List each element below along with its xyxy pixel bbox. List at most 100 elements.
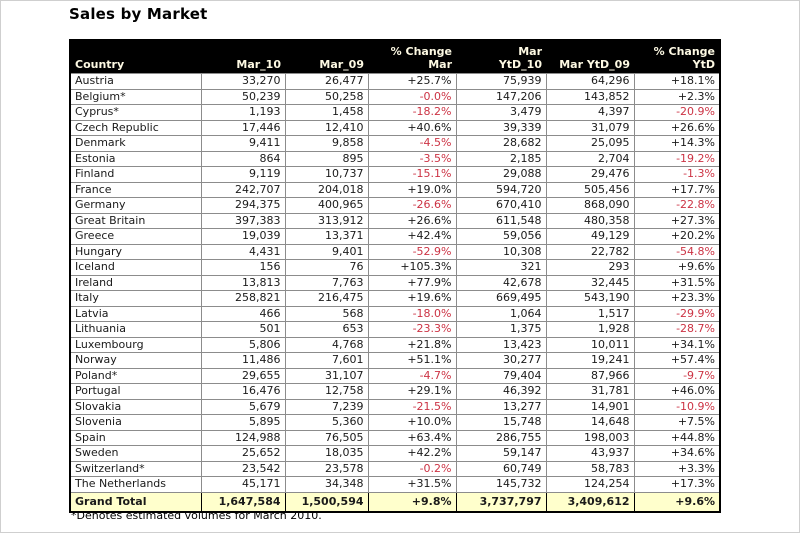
value-cell: 10,308 xyxy=(455,243,547,260)
country-cell: Finland xyxy=(69,166,202,183)
value-cell: +26.6% xyxy=(367,212,457,229)
value-cell: 1,928 xyxy=(545,321,635,338)
value-cell: 15,748 xyxy=(455,414,547,431)
value-cell: -18.0% xyxy=(367,305,457,322)
column-header-pct-change-mar: % Change Mar xyxy=(368,40,456,74)
country-cell: Italy xyxy=(69,290,202,307)
value-cell: +51.1% xyxy=(367,352,457,369)
value-cell: 59,056 xyxy=(455,228,547,245)
value-cell: +9.6% xyxy=(633,491,721,512)
table-row: Hungary 4,431 9,401 -52.9% 10,308 22,782 -54.8… xyxy=(69,243,721,260)
value-cell: 58,783 xyxy=(545,460,635,477)
table-row: Poland* 29,655 31,107 -4.7% 79,404 87,966 -9.7… xyxy=(69,367,721,384)
value-cell: 5,895 xyxy=(200,414,286,431)
country-cell: Grand Total xyxy=(69,491,202,512)
value-cell: 1,647,584 xyxy=(200,491,286,512)
value-cell: -29.9% xyxy=(633,305,721,322)
value-cell: 198,003 xyxy=(545,429,635,446)
value-cell: 2,185 xyxy=(455,150,547,167)
value-cell: 7,763 xyxy=(284,274,369,291)
value-cell: 864 xyxy=(200,150,286,167)
value-cell: -4.7% xyxy=(367,367,457,384)
value-cell: 7,239 xyxy=(284,398,369,415)
value-cell: +18.1% xyxy=(633,73,721,90)
country-cell: Germany xyxy=(69,197,202,214)
value-cell: 670,410 xyxy=(455,197,547,214)
value-cell: +25.7% xyxy=(367,73,457,90)
value-cell: 611,548 xyxy=(455,212,547,229)
value-cell: -20.9% xyxy=(633,104,721,121)
country-cell: Slovakia xyxy=(69,398,202,415)
country-cell: Austria xyxy=(69,73,202,90)
table-row: Italy 258,821 216,475 +19.6% 669,495 543,190 +… xyxy=(69,290,721,307)
value-cell: 543,190 xyxy=(545,290,635,307)
table-row: The Netherlands 45,171 34,348 +31.5% 145,732… xyxy=(69,476,721,493)
value-cell: +34.1% xyxy=(633,336,721,353)
table-row: Germany 294,375 400,965 -26.6% 670,410 868,09… xyxy=(69,197,721,214)
value-cell: 1,500,594 xyxy=(284,491,369,512)
value-cell: 39,339 xyxy=(455,119,547,136)
value-cell: 50,258 xyxy=(284,88,369,105)
value-cell: 11,486 xyxy=(200,352,286,369)
country-cell: Hungary xyxy=(69,243,202,260)
value-cell: 653 xyxy=(284,321,369,338)
table-row: Cyprus* 1,193 1,458 -18.2% 3,479 4,397 -20.9% xyxy=(69,104,721,121)
value-cell: 156 xyxy=(200,259,286,276)
value-cell: 9,858 xyxy=(284,135,369,152)
country-cell: Denmark xyxy=(69,135,202,152)
value-cell: 3,737,797 xyxy=(455,491,547,512)
value-cell: 286,755 xyxy=(455,429,547,446)
value-cell: 124,254 xyxy=(545,476,635,493)
value-cell: 501 xyxy=(200,321,286,338)
value-cell: 19,039 xyxy=(200,228,286,245)
column-header-mar-10: Mar_10 xyxy=(201,40,285,74)
value-cell: 60,749 xyxy=(455,460,547,477)
table-row: Latvia 466 568 -18.0% 1,064 1,517 -29.9% xyxy=(69,305,721,322)
value-cell: 31,781 xyxy=(545,383,635,400)
value-cell: +31.5% xyxy=(633,274,721,291)
country-cell: Great Britain xyxy=(69,212,202,229)
country-cell: France xyxy=(69,181,202,198)
table-row: Lithuania 501 653 -23.3% 1,375 1,928 -28.7% xyxy=(69,321,721,338)
value-cell: 1,517 xyxy=(545,305,635,322)
value-cell: 17,446 xyxy=(200,119,286,136)
value-cell: 2,704 xyxy=(545,150,635,167)
country-cell: Sweden xyxy=(69,445,202,462)
value-cell: -26.6% xyxy=(367,197,457,214)
value-cell: 23,542 xyxy=(200,460,286,477)
value-cell: 33,270 xyxy=(200,73,286,90)
value-cell: 505,456 xyxy=(545,181,635,198)
value-cell: 124,988 xyxy=(200,429,286,446)
table-row: Spain 124,988 76,505 +63.4% 286,755 198,003 +4… xyxy=(69,429,721,446)
value-cell: 669,495 xyxy=(455,290,547,307)
value-cell: -54.8% xyxy=(633,243,721,260)
value-cell: 76,505 xyxy=(284,429,369,446)
value-cell: 204,018 xyxy=(284,181,369,198)
value-cell: 10,011 xyxy=(545,336,635,353)
value-cell: 14,648 xyxy=(545,414,635,431)
value-cell: -21.5% xyxy=(367,398,457,415)
value-cell: +10.0% xyxy=(367,414,457,431)
value-cell: 42,678 xyxy=(455,274,547,291)
page-title: Sales by Market xyxy=(69,5,208,23)
value-cell: 43,937 xyxy=(545,445,635,462)
value-cell: 75,939 xyxy=(455,73,547,90)
value-cell: +29.1% xyxy=(367,383,457,400)
value-cell: 216,475 xyxy=(284,290,369,307)
value-cell: 46,392 xyxy=(455,383,547,400)
value-cell: +21.8% xyxy=(367,336,457,353)
value-cell: 4,768 xyxy=(284,336,369,353)
value-cell: 9,401 xyxy=(284,243,369,260)
country-cell: Lithuania xyxy=(69,321,202,338)
value-cell: 147,206 xyxy=(455,88,547,105)
value-cell: 1,193 xyxy=(200,104,286,121)
table-row: Luxembourg 5,806 4,768 +21.8% 13,423 10,011 +3… xyxy=(69,336,721,353)
value-cell: 16,476 xyxy=(200,383,286,400)
value-cell: 76 xyxy=(284,259,369,276)
value-cell: -23.3% xyxy=(367,321,457,338)
table-row: Greece 19,039 13,371 +42.4% 59,056 49,129 +20.… xyxy=(69,228,721,245)
value-cell: +40.6% xyxy=(367,119,457,136)
value-cell: -3.5% xyxy=(367,150,457,167)
country-cell: Czech Republic xyxy=(69,119,202,136)
table-row: Sweden 25,652 18,035 +42.2% 59,147 43,937 +34.… xyxy=(69,445,721,462)
